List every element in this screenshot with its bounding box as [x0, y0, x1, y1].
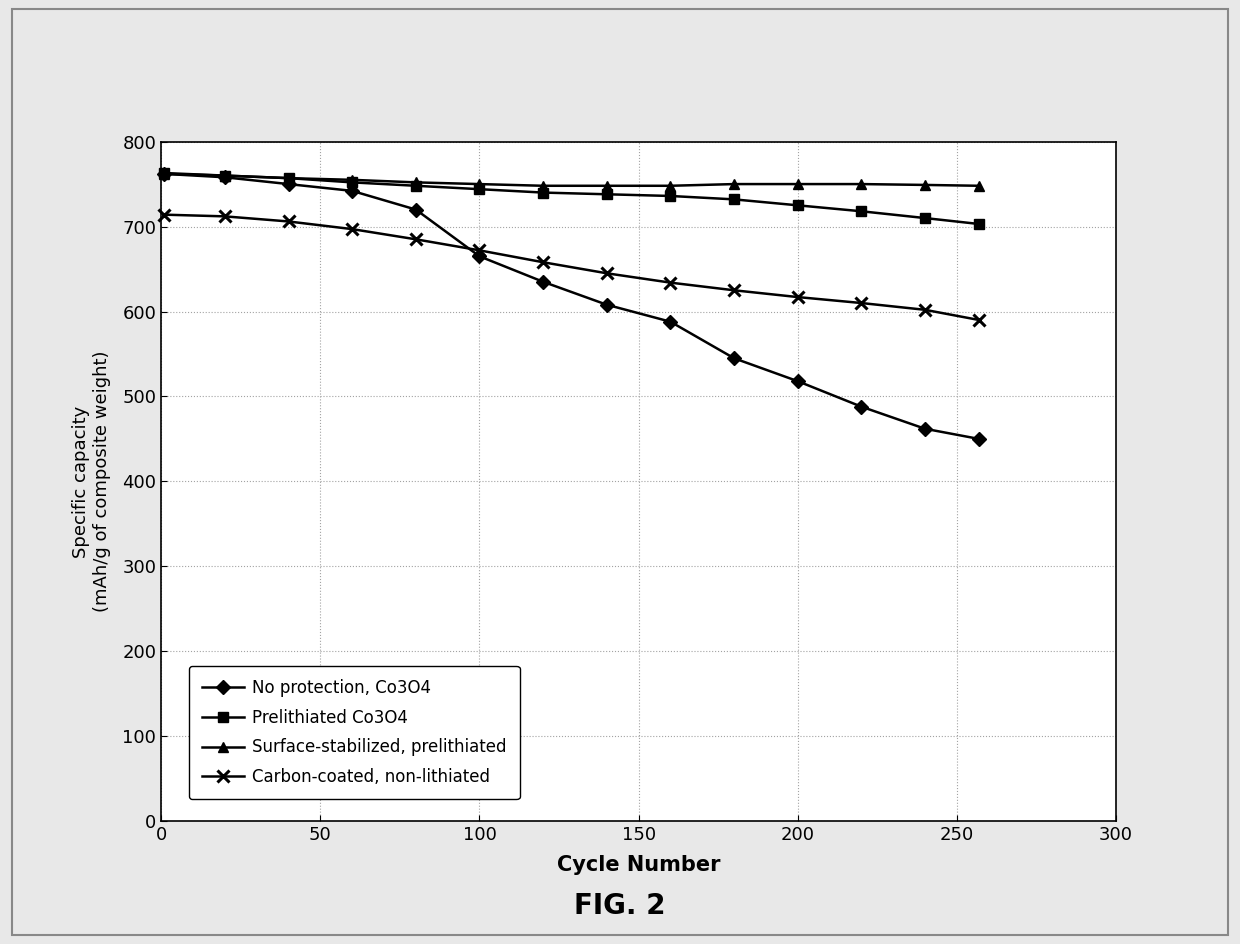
- Prelithiated Co3O4: [281, 173, 296, 184]
- Carbon-coated, non-lithiated: [472, 244, 487, 256]
- Carbon-coated, non-lithiated: [536, 257, 551, 268]
- Prelithiated Co3O4: [345, 177, 360, 188]
- Prelithiated Co3O4: [854, 206, 869, 217]
- Surface-stabilized, prelithiated: [790, 178, 805, 190]
- Carbon-coated, non-lithiated: [217, 211, 232, 222]
- Prelithiated Co3O4: [408, 180, 423, 192]
- No protection, Co3O4: [157, 168, 172, 179]
- No protection, Co3O4: [599, 299, 614, 311]
- Surface-stabilized, prelithiated: [727, 178, 742, 190]
- Prelithiated Co3O4: [217, 170, 232, 181]
- No protection, Co3O4: [408, 204, 423, 215]
- Line: Surface-stabilized, prelithiated: Surface-stabilized, prelithiated: [160, 169, 985, 191]
- Surface-stabilized, prelithiated: [599, 180, 614, 192]
- Carbon-coated, non-lithiated: [599, 268, 614, 279]
- Line: No protection, Co3O4: No protection, Co3O4: [160, 169, 985, 444]
- Surface-stabilized, prelithiated: [472, 178, 487, 190]
- Line: Prelithiated Co3O4: Prelithiated Co3O4: [160, 168, 985, 228]
- Prelithiated Co3O4: [727, 194, 742, 205]
- Prelithiated Co3O4: [599, 189, 614, 200]
- Surface-stabilized, prelithiated: [854, 178, 869, 190]
- Carbon-coated, non-lithiated: [663, 277, 678, 288]
- Carbon-coated, non-lithiated: [790, 292, 805, 303]
- Line: Carbon-coated, non-lithiated: Carbon-coated, non-lithiated: [159, 209, 986, 327]
- Prelithiated Co3O4: [472, 183, 487, 194]
- No protection, Co3O4: [854, 401, 869, 413]
- Carbon-coated, non-lithiated: [918, 304, 932, 315]
- Carbon-coated, non-lithiated: [727, 285, 742, 296]
- Surface-stabilized, prelithiated: [408, 177, 423, 188]
- No protection, Co3O4: [727, 353, 742, 364]
- Carbon-coated, non-lithiated: [408, 234, 423, 245]
- Surface-stabilized, prelithiated: [918, 179, 932, 191]
- No protection, Co3O4: [217, 172, 232, 183]
- Prelithiated Co3O4: [157, 167, 172, 178]
- Surface-stabilized, prelithiated: [663, 180, 678, 192]
- No protection, Co3O4: [345, 185, 360, 196]
- No protection, Co3O4: [281, 178, 296, 190]
- No protection, Co3O4: [472, 251, 487, 262]
- No protection, Co3O4: [918, 423, 932, 434]
- Prelithiated Co3O4: [536, 187, 551, 198]
- Carbon-coated, non-lithiated: [345, 224, 360, 235]
- Legend: No protection, Co3O4, Prelithiated Co3O4, Surface-stabilized, prelithiated, Carb: No protection, Co3O4, Prelithiated Co3O4…: [188, 666, 520, 800]
- Surface-stabilized, prelithiated: [217, 170, 232, 181]
- No protection, Co3O4: [972, 433, 987, 445]
- Prelithiated Co3O4: [972, 218, 987, 229]
- Prelithiated Co3O4: [918, 212, 932, 224]
- Y-axis label: Specific capacity
(mAh/g of composite weight): Specific capacity (mAh/g of composite we…: [72, 350, 112, 613]
- No protection, Co3O4: [663, 316, 678, 328]
- Carbon-coated, non-lithiated: [972, 314, 987, 326]
- Prelithiated Co3O4: [790, 200, 805, 211]
- Surface-stabilized, prelithiated: [972, 180, 987, 192]
- Surface-stabilized, prelithiated: [157, 168, 172, 179]
- Text: FIG. 2: FIG. 2: [574, 892, 666, 920]
- Prelithiated Co3O4: [663, 191, 678, 202]
- No protection, Co3O4: [536, 276, 551, 287]
- Surface-stabilized, prelithiated: [281, 173, 296, 184]
- X-axis label: Cycle Number: Cycle Number: [557, 855, 720, 875]
- Surface-stabilized, prelithiated: [536, 180, 551, 192]
- Surface-stabilized, prelithiated: [345, 174, 360, 185]
- Carbon-coated, non-lithiated: [281, 216, 296, 228]
- Carbon-coated, non-lithiated: [157, 209, 172, 220]
- No protection, Co3O4: [790, 376, 805, 387]
- Carbon-coated, non-lithiated: [854, 297, 869, 309]
